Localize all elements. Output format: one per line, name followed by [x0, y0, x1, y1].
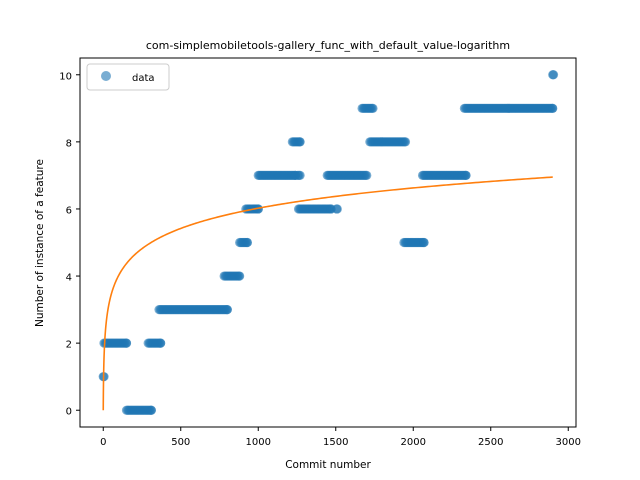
- data-point: [295, 137, 305, 147]
- legend-marker-data: [101, 71, 111, 81]
- data-point: [461, 170, 471, 181]
- legend-label-data: data: [132, 73, 155, 84]
- data-series: [98, 70, 559, 415]
- x-tick-label: 2000: [401, 437, 426, 448]
- x-tick-label: 2500: [478, 437, 503, 448]
- data-point: [419, 237, 429, 248]
- y-tick-label: 4: [66, 273, 72, 284]
- data-point: [332, 204, 342, 214]
- y-tick-label: 2: [66, 340, 72, 351]
- data-point: [242, 237, 252, 248]
- plot-area-frame: [79, 57, 577, 428]
- y-tick-label: 8: [66, 138, 72, 149]
- data-point: [146, 405, 156, 415]
- y-tick-label: 6: [66, 205, 72, 216]
- x-tick-label: 500: [171, 437, 190, 448]
- data-point: [121, 338, 132, 348]
- data-point: [548, 70, 559, 80]
- legend: data: [86, 63, 170, 91]
- y-tick-label: 0: [66, 407, 72, 418]
- y-tick-label: 10: [59, 71, 72, 82]
- plot-marks: [98, 70, 559, 415]
- data-point: [368, 103, 378, 113]
- x-axis: 0 500 1000 1500 2000 2500 3000: [100, 427, 581, 448]
- y-axis-title: Number of instance of a feature: [34, 159, 46, 327]
- legend-box: [86, 63, 170, 91]
- x-axis-title: Commit number: [285, 459, 371, 471]
- data-point: [295, 170, 305, 181]
- fit-line: [102, 176, 553, 411]
- y-axis: 0 2 4 6 8 10: [59, 71, 80, 418]
- x-tick-label: 1500: [323, 437, 348, 448]
- data-point: [235, 271, 245, 281]
- chart-title: com-simplemobiletools-gallery_func_with_…: [146, 39, 510, 52]
- x-tick-label: 1000: [246, 437, 271, 448]
- x-tick-label: 0: [100, 437, 106, 448]
- data-point: [222, 304, 232, 315]
- data-point: [548, 103, 558, 113]
- data-point: [400, 137, 411, 147]
- x-tick-label: 3000: [556, 437, 581, 448]
- data-point: [362, 170, 372, 181]
- data-point: [156, 338, 166, 348]
